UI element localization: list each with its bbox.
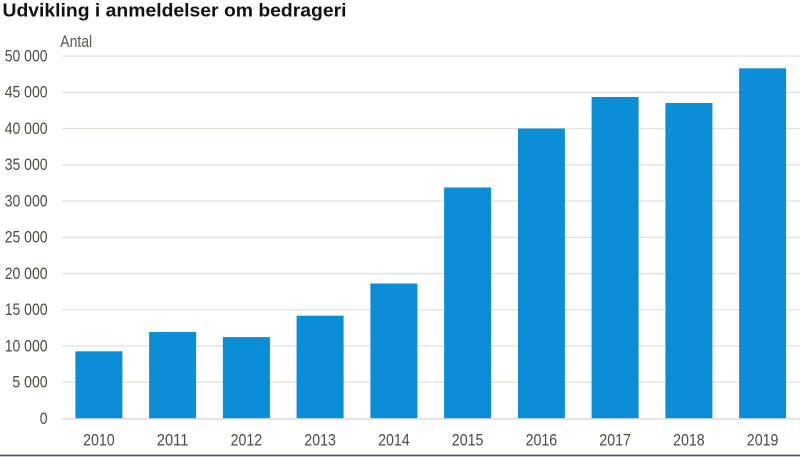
svg-text:0: 0	[40, 409, 48, 428]
svg-text:Antal: Antal	[60, 32, 92, 51]
svg-text:2010: 2010	[83, 430, 115, 449]
svg-text:2011: 2011	[157, 430, 189, 449]
svg-text:2012: 2012	[231, 430, 263, 449]
svg-text:2013: 2013	[304, 430, 336, 449]
svg-text:5 000: 5 000	[12, 373, 47, 392]
svg-text:45 000: 45 000	[5, 83, 48, 102]
svg-text:30 000: 30 000	[5, 191, 48, 210]
svg-text:Udvikling i anmeldelser om bed: Udvikling i anmeldelser om bedrageri	[3, 0, 347, 20]
svg-text:2017: 2017	[599, 430, 631, 449]
svg-text:35 000: 35 000	[5, 155, 48, 174]
svg-text:2016: 2016	[526, 430, 558, 449]
svg-text:10 000: 10 000	[5, 336, 48, 355]
svg-text:2015: 2015	[452, 430, 484, 449]
svg-text:2019: 2019	[747, 430, 779, 449]
svg-text:2014: 2014	[378, 430, 410, 449]
svg-text:2018: 2018	[673, 430, 705, 449]
svg-text:15 000: 15 000	[5, 300, 48, 319]
svg-text:20 000: 20 000	[5, 264, 48, 283]
svg-text:25 000: 25 000	[5, 228, 48, 247]
svg-text:50 000: 50 000	[5, 46, 48, 65]
svg-text:40 000: 40 000	[5, 119, 48, 138]
